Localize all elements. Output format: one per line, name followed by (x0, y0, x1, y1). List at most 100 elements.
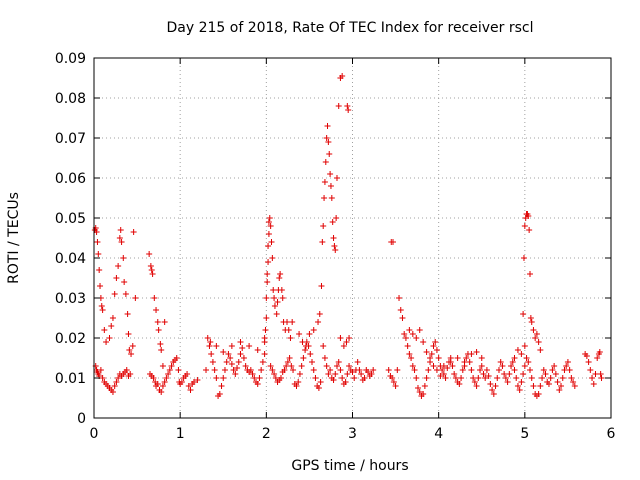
data-point (333, 175, 340, 181)
data-point (300, 355, 307, 361)
data-point (237, 339, 244, 345)
data-point (514, 383, 521, 389)
data-point (456, 381, 463, 387)
data-point (396, 295, 403, 301)
data-point (277, 375, 284, 381)
data-point (506, 371, 513, 377)
data-point (542, 371, 549, 377)
data-point (94, 239, 101, 245)
data-point (331, 243, 338, 249)
data-point (281, 367, 288, 373)
data-point (344, 371, 351, 377)
data-point (532, 335, 539, 341)
data-point (247, 367, 254, 373)
data-point (310, 367, 317, 373)
data-point (317, 379, 324, 385)
data-point (330, 235, 337, 241)
data-point (284, 359, 291, 365)
data-point (118, 239, 125, 245)
data-point (221, 367, 228, 373)
y-tick-label: 0.02 (55, 331, 86, 347)
data-point (482, 375, 489, 381)
data-point (487, 381, 494, 387)
data-point (416, 327, 423, 333)
data-point (335, 103, 342, 109)
data-point (293, 383, 300, 389)
data-point (333, 215, 340, 221)
data-point (454, 355, 461, 361)
data-point (258, 367, 265, 373)
x-tick-label: 6 (607, 426, 616, 442)
data-point (115, 263, 122, 269)
data-point (315, 319, 322, 325)
data-point (520, 255, 527, 261)
data-point (499, 363, 506, 369)
data-point (425, 367, 432, 373)
data-point (101, 327, 108, 333)
data-point (563, 363, 570, 369)
data-point (354, 359, 361, 365)
data-point (325, 139, 332, 145)
data-point (318, 283, 325, 289)
data-point (106, 335, 113, 341)
data-point (97, 283, 104, 289)
data-point (150, 375, 157, 381)
data-point (423, 375, 430, 381)
data-point (397, 307, 404, 313)
data-point (329, 219, 336, 225)
data-point (528, 319, 535, 325)
data-point (111, 383, 118, 389)
data-point (108, 323, 115, 329)
data-point (459, 367, 466, 373)
data-point (458, 375, 465, 381)
data-point (299, 339, 306, 345)
data-point (127, 371, 134, 377)
axis-ticks (93, 57, 612, 419)
data-point (587, 367, 594, 373)
x-tick-label: 5 (520, 426, 529, 442)
data-point (116, 235, 123, 241)
data-point (537, 383, 544, 389)
data-point (411, 367, 418, 373)
data-point (130, 229, 137, 235)
data-point (163, 375, 170, 381)
data-point (501, 371, 508, 377)
data-point (126, 347, 133, 353)
data-point (570, 379, 577, 385)
data-point (556, 387, 563, 393)
data-point (263, 295, 270, 301)
data-point (190, 379, 197, 385)
data-point (477, 367, 484, 373)
data-point (220, 375, 227, 381)
data-point (326, 151, 333, 157)
data-point (242, 363, 249, 369)
x-tick-label: 4 (434, 426, 443, 442)
y-tick-label: 0.06 (55, 171, 86, 187)
data-point (342, 379, 349, 385)
data-point (265, 243, 272, 249)
data-point (389, 239, 396, 245)
y-axis-label: ROTI / TECUs (6, 192, 22, 284)
data-point (492, 383, 499, 389)
data-point (168, 363, 175, 369)
y-tick-label: 0 (77, 411, 86, 427)
data-point (323, 363, 330, 369)
data-point (394, 367, 401, 373)
data-point (220, 349, 227, 355)
data-point (401, 331, 408, 337)
data-point (549, 367, 556, 373)
data-point (327, 367, 334, 373)
data-point (478, 355, 485, 361)
data-point (323, 135, 330, 141)
data-point (265, 231, 272, 237)
data-point (184, 371, 191, 377)
data-point (437, 373, 444, 379)
data-point (97, 367, 104, 373)
data-point (335, 359, 342, 365)
data-point (267, 363, 274, 369)
data-point (594, 355, 601, 361)
data-point (592, 371, 599, 377)
data-point (159, 363, 166, 369)
data-point (433, 367, 440, 373)
